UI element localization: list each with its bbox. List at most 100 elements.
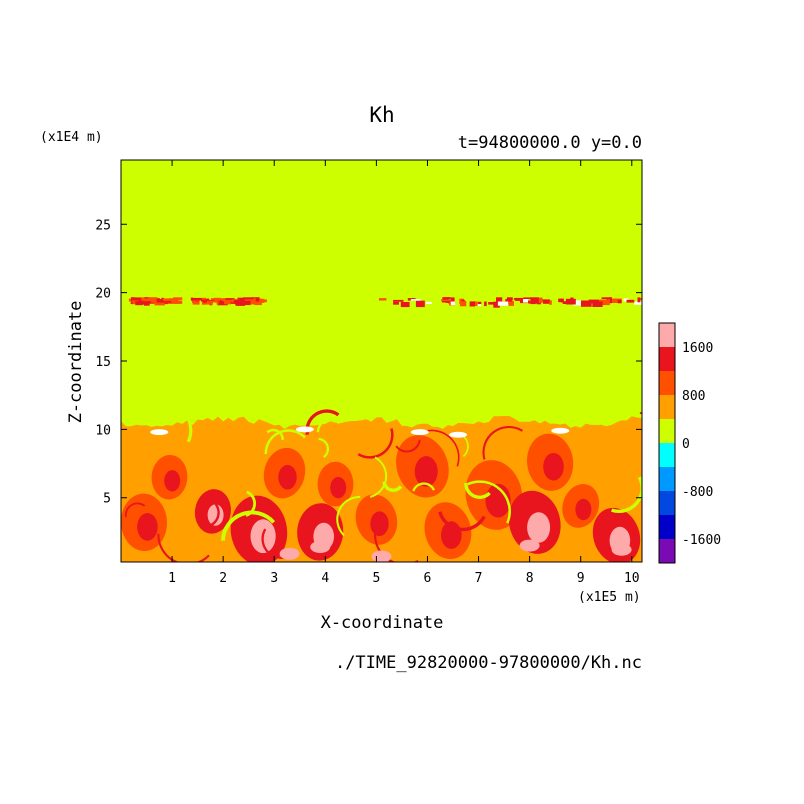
swirl-filament (316, 418, 341, 433)
plume-highlight (449, 431, 468, 438)
band-patch (474, 301, 478, 306)
eddy-inner (370, 511, 389, 536)
colorbar-swatch (659, 347, 675, 372)
colorbar-swatch (659, 395, 675, 420)
band-patch (237, 299, 243, 303)
x-tick-label: 3 (270, 571, 278, 586)
band-patch (639, 298, 642, 301)
band-patch (523, 299, 529, 303)
swirl-filament (412, 482, 436, 492)
colorbar-label: 1600 (682, 341, 713, 356)
band-patch (599, 299, 610, 306)
band-patch (219, 300, 225, 304)
colorbar-label: 0 (682, 437, 690, 452)
peak-patch (371, 550, 392, 562)
band-patch (549, 300, 552, 305)
band-patch (530, 297, 539, 304)
band-patch (207, 300, 218, 303)
band-patch (442, 297, 451, 300)
band-patch (154, 301, 165, 306)
band-patch (194, 301, 200, 305)
band-patch (477, 301, 482, 305)
x-tick-label: 8 (526, 571, 534, 586)
colorbar: 1600 800 0 -800 -1600 (658, 322, 721, 564)
band-patch (191, 297, 202, 301)
colorbar-label: 800 (682, 389, 705, 404)
band-patch (484, 301, 487, 307)
swirl-filament (266, 428, 284, 440)
band-patch (425, 301, 432, 304)
peak-patch (519, 539, 540, 552)
swirl-filament (464, 482, 491, 499)
x-tick-label: 9 (577, 571, 585, 586)
y-tick-label: 20 (95, 287, 111, 302)
band-patch (536, 301, 541, 305)
eddy-inner (207, 504, 224, 526)
peak-patch (279, 547, 300, 560)
colorbar-label: -800 (682, 485, 713, 500)
band-patch (611, 298, 622, 303)
band-patch (581, 300, 592, 307)
band-patch (256, 299, 267, 303)
y-unit-label: (x1E4 m) (40, 130, 103, 145)
band-patch (573, 300, 581, 306)
band-patch (250, 298, 259, 300)
x-tick-label: 7 (475, 571, 483, 586)
band-patch (441, 300, 451, 303)
x-tick-label: 2 (219, 571, 227, 586)
band-patch (478, 302, 481, 307)
eddy-inner (527, 512, 551, 543)
band-patch (609, 297, 612, 304)
band-patch (637, 297, 641, 303)
band-patch (201, 300, 213, 305)
band-patch (242, 297, 245, 302)
band-patch (506, 297, 513, 301)
band-patch (145, 299, 155, 304)
band-patch (152, 299, 163, 303)
band-patch (233, 300, 240, 304)
y-axis: 5 10 15 20 25 (95, 218, 642, 507)
band-patch (147, 297, 158, 300)
band-patch (162, 301, 172, 303)
band-patch (441, 299, 449, 302)
band-patch (224, 299, 231, 305)
swirl-filament (245, 490, 257, 517)
band-patch (135, 301, 143, 306)
eddy-inner (575, 498, 592, 521)
swirl-filament (357, 428, 394, 459)
band-patch (488, 302, 495, 305)
y-tick-label: 25 (95, 218, 111, 233)
band-patch (459, 298, 464, 304)
band-patch (415, 300, 425, 308)
band-patch (634, 301, 642, 305)
band-patch (400, 302, 410, 308)
x-tick-label: 4 (321, 571, 329, 586)
chart-subtitle: t=94800000.0 y=0.0 (458, 133, 642, 153)
x-tick-label: 6 (424, 571, 432, 586)
x-axis: 1 2 3 4 5 6 7 8 9 10 (168, 160, 640, 586)
eddy-inner (164, 470, 181, 492)
band-patch (163, 298, 169, 302)
band-patch (410, 299, 420, 301)
x-unit-label: (x1E5 m) (578, 590, 641, 605)
colorbar-swatch (659, 515, 675, 540)
band-patch (131, 298, 142, 301)
band-patch (493, 301, 500, 308)
y-tick-label: 15 (95, 355, 111, 370)
eddy-inner (485, 483, 511, 518)
band-patch (393, 301, 399, 305)
band-patch (469, 301, 475, 307)
band-patch (543, 300, 549, 304)
band-patch (450, 301, 456, 306)
swirl-filament (482, 426, 523, 460)
band-patch (166, 298, 175, 303)
band-patch (255, 298, 260, 302)
upper-band (128, 297, 642, 308)
band-patch (254, 301, 262, 306)
band-patch (228, 301, 239, 304)
band-patch (201, 299, 210, 302)
band-patch (505, 299, 512, 303)
y-tick-label: 10 (95, 423, 111, 438)
x-tick-label: 1 (168, 571, 176, 586)
swirl-filament (382, 481, 403, 492)
